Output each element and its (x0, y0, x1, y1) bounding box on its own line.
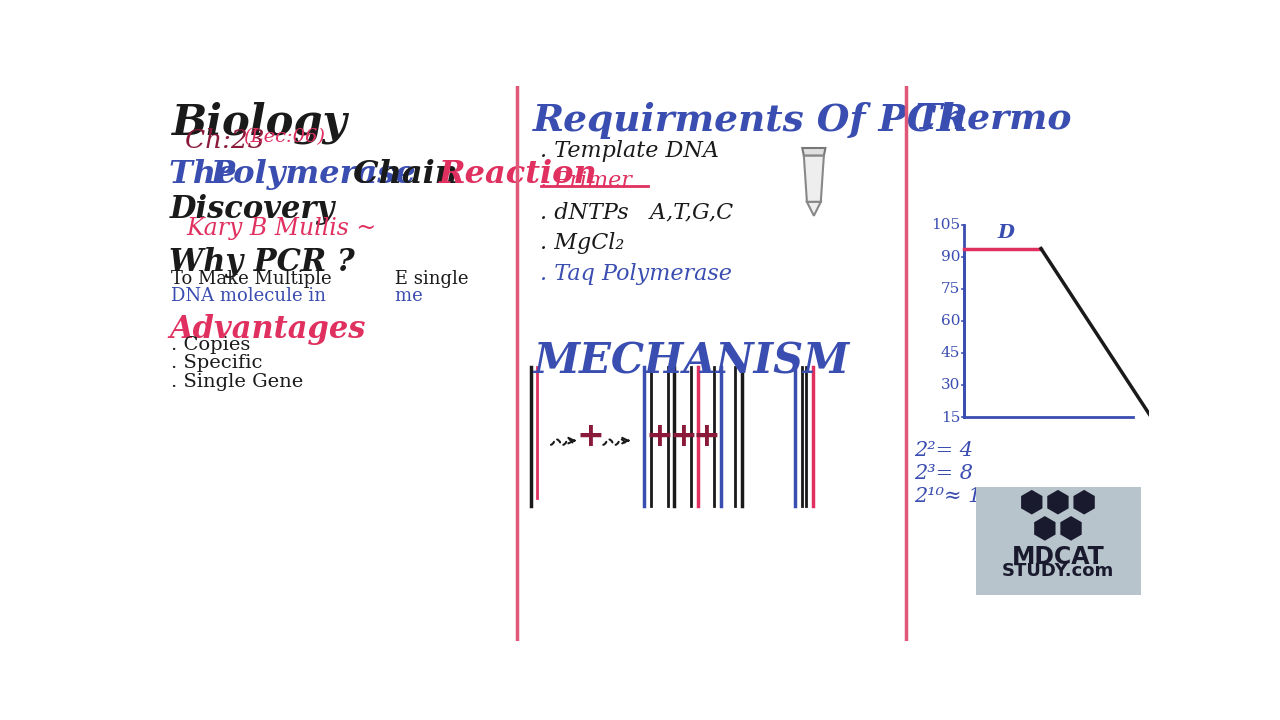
Text: The: The (169, 159, 248, 190)
Text: Discovery: Discovery (169, 194, 334, 225)
Text: 30: 30 (941, 379, 960, 392)
Polygon shape (804, 156, 824, 202)
Bar (975, 487, 1140, 595)
Text: . MgCl₂: . MgCl₂ (540, 232, 625, 254)
Text: 105: 105 (931, 218, 960, 232)
Polygon shape (1034, 516, 1056, 541)
Text: STUDY.com: STUDY.com (1002, 562, 1114, 580)
Text: DNA molecule in            me: DNA molecule in me (172, 287, 422, 305)
Text: 2²= 4: 2²= 4 (914, 441, 973, 459)
Polygon shape (1074, 490, 1094, 515)
Polygon shape (1047, 490, 1069, 515)
Text: Ch:23: Ch:23 (184, 128, 273, 153)
Text: 2¹⁰≈ 102⁴: 2¹⁰≈ 102⁴ (914, 487, 1016, 505)
Text: 45: 45 (941, 346, 960, 360)
Text: 15: 15 (941, 410, 960, 425)
Text: Why PCR ?: Why PCR ? (169, 246, 355, 277)
Polygon shape (1060, 516, 1082, 541)
Text: +: + (669, 420, 696, 454)
Text: . Copies: . Copies (172, 336, 251, 354)
Text: 90: 90 (941, 250, 960, 264)
Text: Chain: Chain (342, 159, 458, 190)
Text: 75: 75 (941, 282, 960, 296)
Polygon shape (803, 148, 826, 156)
Polygon shape (806, 202, 820, 216)
Text: Kary B Mullis ~: Kary B Mullis ~ (187, 217, 376, 240)
Text: +: + (646, 420, 673, 454)
Text: To Make Multiple           E single: To Make Multiple E single (172, 270, 468, 288)
Text: . Primer: . Primer (540, 171, 632, 192)
Text: . Specific: . Specific (172, 354, 262, 372)
Text: Biology: Biology (173, 102, 348, 144)
Text: +: + (576, 420, 604, 454)
Text: +: + (692, 420, 719, 454)
Text: Polymerase: Polymerase (211, 159, 416, 190)
Text: 60: 60 (941, 314, 960, 328)
Text: Thermo: Thermo (914, 102, 1071, 136)
Text: D: D (998, 225, 1015, 243)
Text: MECHANISM: MECHANISM (532, 341, 849, 382)
Text: Reaction: Reaction (439, 159, 598, 190)
Text: 2³= 8: 2³= 8 (914, 464, 973, 482)
Text: . Taq Polymerase: . Taq Polymerase (540, 263, 732, 284)
Text: Requirments Of PCR: Requirments Of PCR (532, 102, 969, 139)
Text: MDCAT: MDCAT (1011, 545, 1105, 570)
Text: (Lec:06): (Lec:06) (243, 128, 325, 146)
Text: Advantages: Advantages (169, 313, 366, 345)
Text: . Single Gene: . Single Gene (172, 373, 303, 391)
Polygon shape (1021, 490, 1042, 515)
Text: . Template DNA: . Template DNA (540, 140, 719, 161)
Text: . dNTPs   A,T,G,C: . dNTPs A,T,G,C (540, 201, 733, 223)
